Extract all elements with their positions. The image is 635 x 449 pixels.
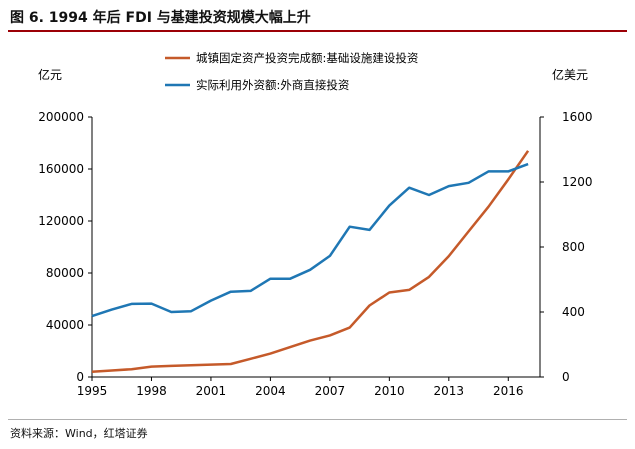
legend-label-1: 城镇固定资产投资完成额:基础设施建设投资 [196, 51, 418, 65]
x-axis-tick-label: 2007 [315, 384, 346, 398]
right-axis-tick-label: 0 [562, 370, 570, 384]
figure-title: 图 6. 1994 年后 FDI 与基建投资规模大幅上升 [10, 10, 311, 26]
x-axis-tick-label: 2004 [255, 384, 286, 398]
left-axis-tick-label: 200000 [38, 110, 84, 124]
right-axis-tick-label: 800 [562, 240, 585, 254]
footer-rule [8, 419, 627, 420]
right-axis-tick-label: 1600 [562, 110, 593, 124]
title-rule [8, 30, 627, 32]
legend-label-2: 实际利用外资额:外商直接投资 [196, 78, 349, 92]
right-axis-unit-label: 亿美元 [552, 67, 588, 82]
x-axis-tick-label: 2001 [196, 384, 227, 398]
x-axis-tick-label: 1998 [136, 384, 167, 398]
right-axis-tick-label: 400 [562, 305, 585, 319]
left-axis-tick-label: 160000 [38, 162, 84, 176]
x-axis-tick-label: 1995 [77, 384, 108, 398]
left-axis-tick-label: 40000 [46, 318, 84, 332]
source-note: 资料来源：Wind，红塔证券 [10, 427, 148, 440]
series-line-1 [91, 150, 530, 374]
left-axis-tick-label: 80000 [46, 266, 84, 280]
x-axis-tick-label: 2010 [374, 384, 405, 398]
x-axis-tick-label: 2016 [493, 384, 524, 398]
left-axis-tick-label: 0 [76, 370, 84, 384]
left-axis-unit-label: 亿元 [38, 67, 62, 82]
left-axis-tick-label: 120000 [38, 214, 84, 228]
right-axis-tick-label: 1200 [562, 175, 593, 189]
series-line-2 [91, 162, 529, 318]
x-axis-tick-label: 2013 [434, 384, 465, 398]
